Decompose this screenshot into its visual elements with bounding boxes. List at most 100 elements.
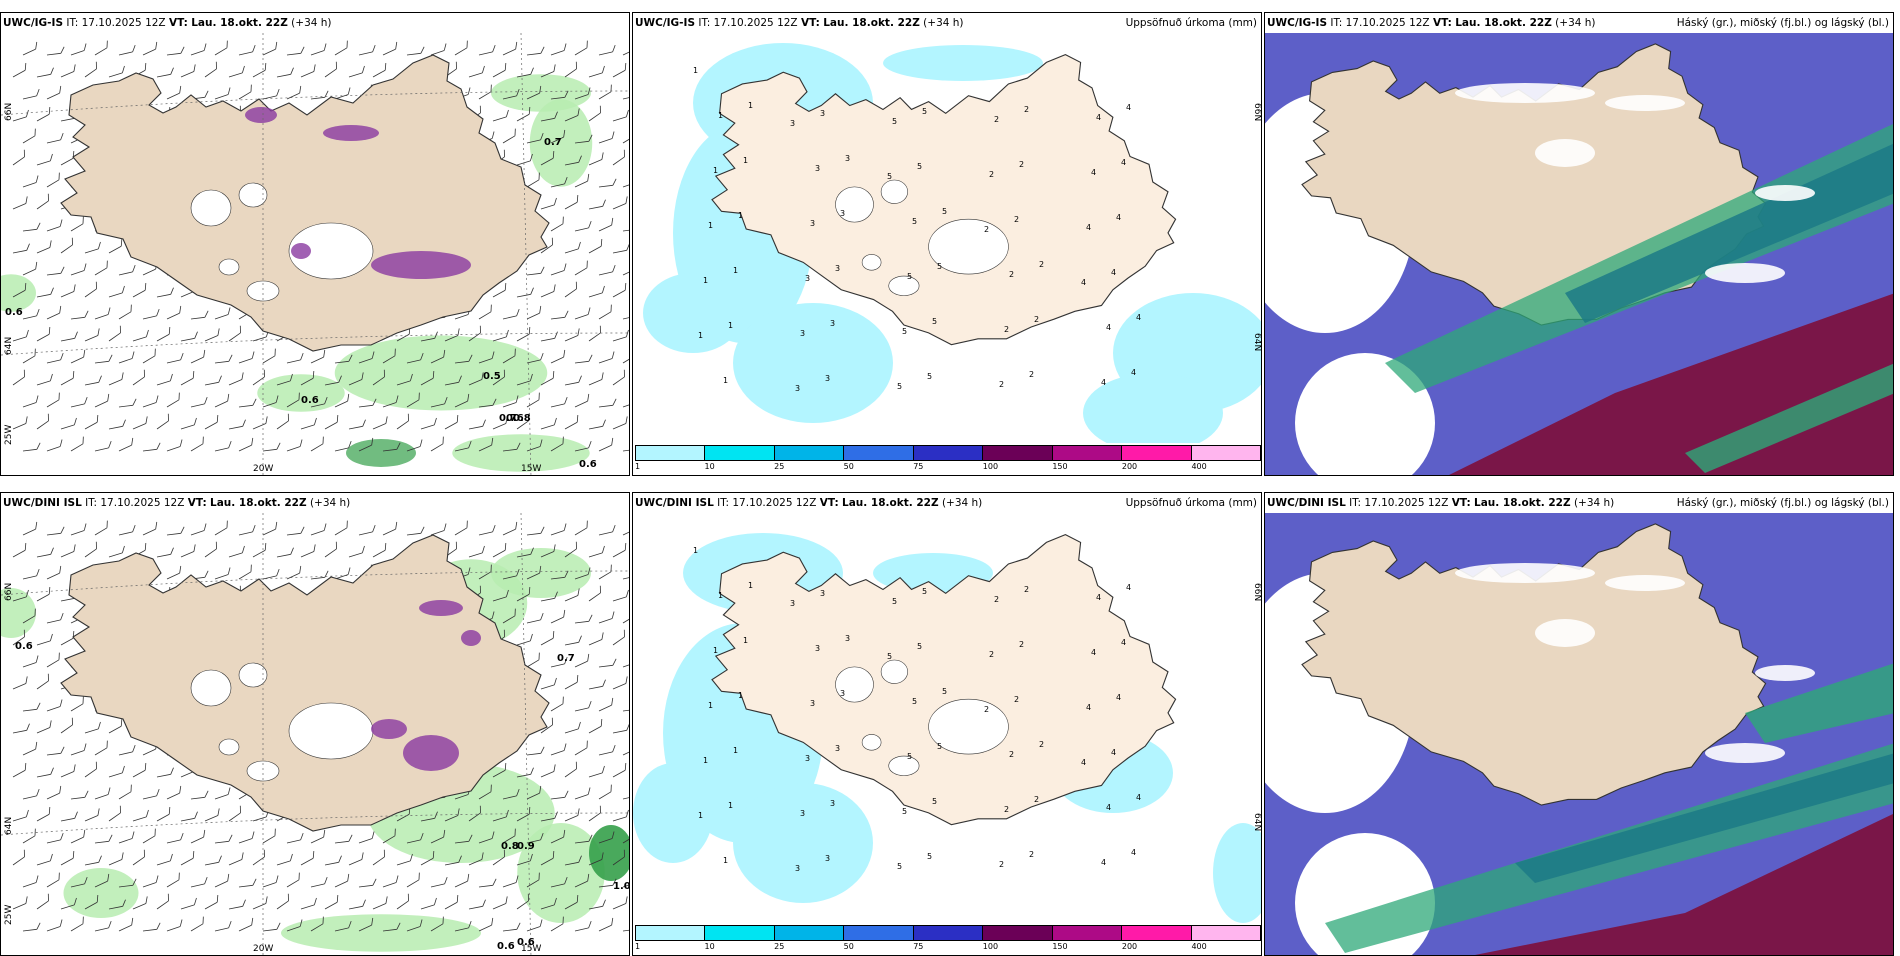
barb-feather [577,808,580,816]
barb-feather [73,64,76,72]
barb-feather [170,287,174,295]
barb-feather [528,586,531,595]
wind-barb [180,417,197,430]
barb-staff [478,838,493,844]
wind-barb [142,922,161,932]
barb-feather [491,831,495,839]
precip-number: 4 [1091,168,1096,177]
barb-staff [22,48,36,56]
barb-staff [372,549,386,558]
colorbar: 1 10 25 50 75 100 150 200 400 [633,925,1261,951]
wind-barb [588,372,604,386]
barb-feather [36,88,40,96]
wind-barb [108,325,121,342]
wind-barb [286,565,302,580]
barb-feather [170,547,174,555]
wind-barb [478,44,496,56]
barb-staff [492,856,505,866]
barb-feather [178,392,180,400]
barb-feather [599,325,601,333]
barb-staff [108,725,122,734]
barb-feather [154,348,156,356]
wind-barb [132,282,147,298]
barb-staff [382,928,397,932]
value-label: 0.7 [499,413,517,424]
barb-staff [60,157,74,166]
wind-barb [598,697,614,712]
barb-feather [83,349,86,358]
wind-barb [108,545,125,558]
wind-barb [46,746,65,756]
wind-barb [468,325,481,342]
barb-staff [300,71,315,78]
barb-feather [314,417,317,426]
barb-feather [204,396,208,404]
wind-barb [598,217,614,232]
wind-barb [454,393,470,408]
precip-number: 2 [1004,805,1009,814]
barb-feather [479,805,481,813]
barb-feather [323,349,326,358]
barb-staff [348,859,363,866]
wind-barb [358,917,374,932]
precip-number: 1 [738,211,743,220]
barb-feather [204,876,208,884]
wind-barb [334,440,352,452]
wind-barb [60,237,73,254]
wind-barb [564,541,577,558]
wind-barb [348,372,364,386]
barb-feather [228,920,232,928]
wind-barb [420,897,437,910]
barb-feather [179,305,182,314]
wind-barb [36,67,54,78]
barb-staff [516,113,530,122]
barb-staff [118,751,133,756]
barb-staff [454,400,468,408]
barb-staff [622,748,629,756]
wind-barb [526,872,540,888]
barb-staff [94,47,108,56]
barb-feather [578,241,581,250]
wind-barb [478,304,492,320]
wind-barb [70,436,84,452]
barb-staff [598,358,613,364]
barb-feather [588,134,593,142]
wind-barb [12,542,27,558]
wind-barb [166,305,182,320]
colorbar-tick: 75 [913,942,924,951]
barb-feather [479,325,481,333]
colorbar-swatch [705,926,775,940]
barb-staff [550,703,564,712]
wind-barb [310,436,324,452]
wind-barb [36,326,51,342]
wind-barb [214,393,230,408]
barb-feather [122,285,125,294]
barb-staff [358,51,373,56]
barb-staff [492,903,507,910]
barb-feather [362,65,365,74]
precip-number: 3 [810,699,815,708]
wind-barb [94,393,110,408]
barb-staff [430,356,444,364]
wind-barb [286,352,304,364]
wind-barb [12,416,28,430]
barb-feather [362,899,366,907]
cloud-low-band [1745,663,1893,743]
barb-staff [22,882,37,888]
barb-feather [602,285,605,294]
wind-barb [502,348,516,364]
wind-barb [550,90,569,100]
precip-numbers: 1352413524135241352413524135241352413524… [693,66,1141,393]
barb-feather [530,153,533,162]
barb-feather [455,541,457,549]
barb-staff [574,314,589,320]
wind-barb [334,393,350,408]
precip-number: 1 [698,331,703,340]
barb-feather [252,878,257,886]
colorbar: 1 10 25 50 75 100 150 200 400 [633,445,1261,471]
wind-barb [324,375,342,386]
barb-staff [132,336,147,342]
wind-barb [204,808,220,822]
wind-barb [118,351,135,364]
wind-barb [550,916,564,932]
